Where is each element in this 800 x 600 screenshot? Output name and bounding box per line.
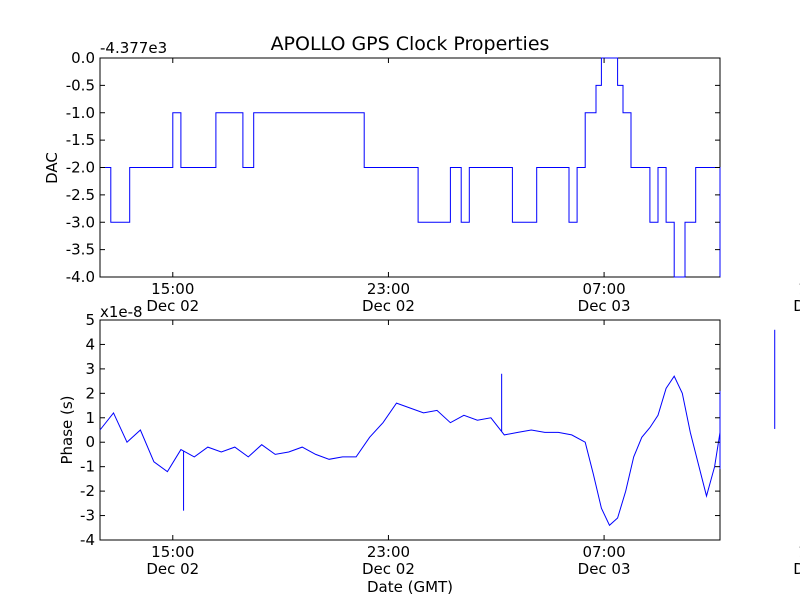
x-tick-time-0-3: 15:00 (798, 280, 800, 298)
y-tick-label-0-0: 0.0 (71, 49, 95, 67)
y-tick-label-0-5: -2.5 (66, 186, 95, 204)
y-tick-label-1-4: 1 (85, 409, 95, 427)
y-tick-label-1-3: 2 (85, 384, 95, 402)
x-tick-time-1-0: 15:00 (151, 543, 194, 561)
y-tick-label-0-1: -0.5 (66, 76, 95, 94)
x-tick-date-1-3: Dec 03 (793, 560, 800, 578)
x-tick-time-1-3: 15:00 (798, 543, 800, 561)
x-tick-time-1-2: 07:00 (582, 543, 625, 561)
phase-y-axis-label: Phase (s) (58, 395, 76, 464)
y-tick-label-1-2: 3 (85, 360, 95, 378)
dac-y-ticks: 0.0 -0.5 -1.0 -1.5 -2.0 -2.5 -3.0 -3.5 -4.0 (66, 49, 720, 286)
y-tick-label-0-6: -3.0 (66, 213, 95, 231)
x-tick-time-0-2: 07:00 (582, 280, 625, 298)
x-tick-date-0-2: Dec 03 (578, 297, 631, 315)
dac-y-axis-label: DAC (43, 152, 61, 184)
y-tick-label-1-0: 5 (85, 311, 95, 329)
x-tick-date-1-0: Dec 02 (146, 560, 199, 578)
x-tick-time-0-1: 23:00 (367, 280, 410, 298)
phase-plot-area (99, 319, 721, 541)
y-tick-label-0-3: -1.5 (66, 131, 95, 149)
x-tick-time-0-0: 15:00 (151, 280, 194, 298)
y-tick-label-1-9: -4 (80, 531, 95, 549)
series-line-0-0 (100, 57, 721, 278)
dac-offset-text: -4.377e3 (100, 39, 167, 57)
y-tick-label-1-6: -1 (80, 458, 95, 476)
x-tick-date-1-1: Dec 02 (362, 560, 415, 578)
phase-offset-text: x1e-8 (100, 303, 143, 321)
x-tick-time-1-1: 23:00 (367, 543, 410, 561)
y-tick-label-1-7: -2 (80, 482, 95, 500)
phase-y-ticks: 5 4 3 2 1 0 -1 -2 -3 -4 (80, 311, 720, 549)
y-tick-label-1-5: 0 (85, 433, 95, 451)
y-tick-label-0-7: -3.5 (66, 241, 95, 259)
figure-title: APOLLO GPS Clock Properties (271, 33, 550, 55)
y-tick-label-0-8: -4.0 (66, 268, 95, 286)
y-tick-label-0-4: -2.0 (66, 159, 95, 177)
y-tick-label-1-8: -3 (80, 507, 95, 525)
x-tick-date-1-2: Dec 03 (578, 560, 631, 578)
phase-series (99, 329, 776, 527)
series-line-1-0 (99, 375, 721, 527)
x-tick-date-0-0: Dec 02 (146, 297, 199, 315)
x-axis-label: Date (GMT) (367, 578, 453, 596)
x-tick-date-0-1: Dec 02 (362, 297, 415, 315)
x-tick-date-0-3: Dec 03 (793, 297, 800, 315)
y-tick-label-0-2: -1.0 (66, 104, 95, 122)
y-tick-label-1-1: 4 (85, 335, 95, 353)
dac-panel: 0.0 -0.5 -1.0 -1.5 -2.0 -2.5 -3.0 -3.5 -4.0 15:0… (43, 39, 800, 315)
dac-series (100, 57, 721, 278)
